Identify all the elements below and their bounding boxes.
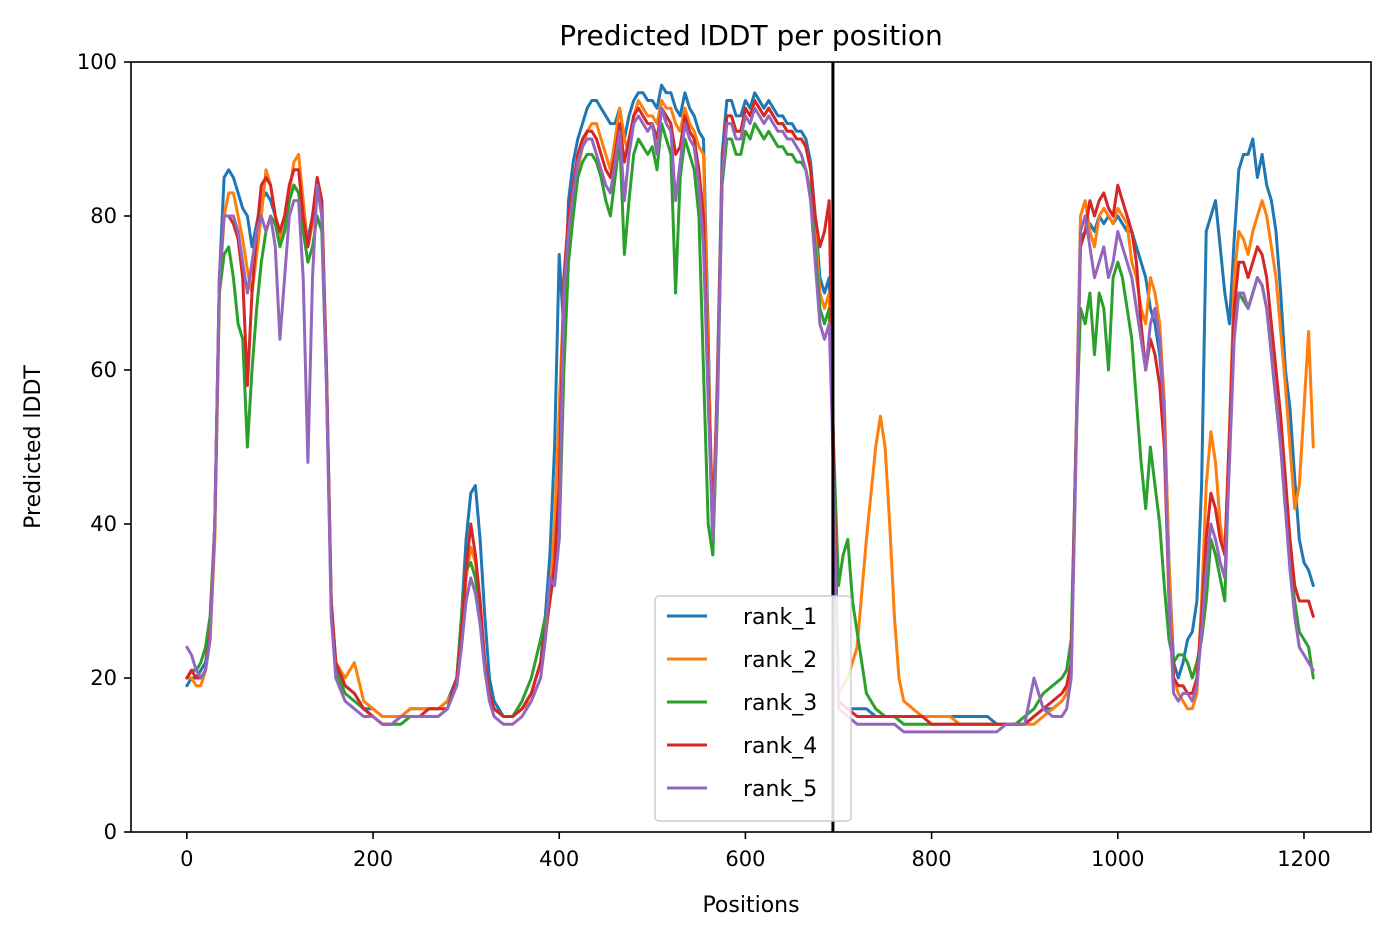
chart-title: Predicted lDDT per position <box>559 19 943 52</box>
plot-area <box>185 62 1315 832</box>
legend-box <box>654 595 852 822</box>
legend-label-rank_3: rank_3 <box>743 691 817 716</box>
legend-label-rank_1: rank_1 <box>743 605 817 630</box>
y-tick-label: 100 <box>77 50 117 74</box>
x-tick-label: 600 <box>725 847 765 871</box>
legend: rank_1 rank_2 rank_3 rank_4 rank_5 <box>654 595 852 822</box>
x-tick-label: 1200 <box>1277 847 1330 871</box>
x-tick-label: 800 <box>912 847 952 871</box>
y-axis-label: Predicted lDDT <box>21 365 46 529</box>
y-tick-label: 80 <box>90 204 117 228</box>
y-tick-label: 0 <box>104 820 117 844</box>
x-tick-label: 400 <box>539 847 579 871</box>
series-line-rank_5 <box>185 106 1315 734</box>
series-line-rank_4 <box>185 99 1315 726</box>
y-tick-label: 60 <box>90 358 117 382</box>
x-tick-label: 200 <box>353 847 393 871</box>
x-axis-label: Positions <box>702 893 799 918</box>
series-line-rank_3 <box>185 122 1315 726</box>
legend-label-rank_2: rank_2 <box>743 648 817 673</box>
plot-frame <box>130 61 1372 833</box>
legend-label-rank_5: rank_5 <box>743 777 817 802</box>
x-tick-label: 1000 <box>1091 847 1144 871</box>
y-tick-label: 40 <box>90 512 117 536</box>
legend-label-rank_4: rank_4 <box>743 734 817 759</box>
y-tick-label: 20 <box>90 666 117 690</box>
x-tick-label: 0 <box>180 847 193 871</box>
axis-ticks: 0 200 400 600 800 1000 1200 0 20 40 60 80 100 <box>77 50 1331 871</box>
